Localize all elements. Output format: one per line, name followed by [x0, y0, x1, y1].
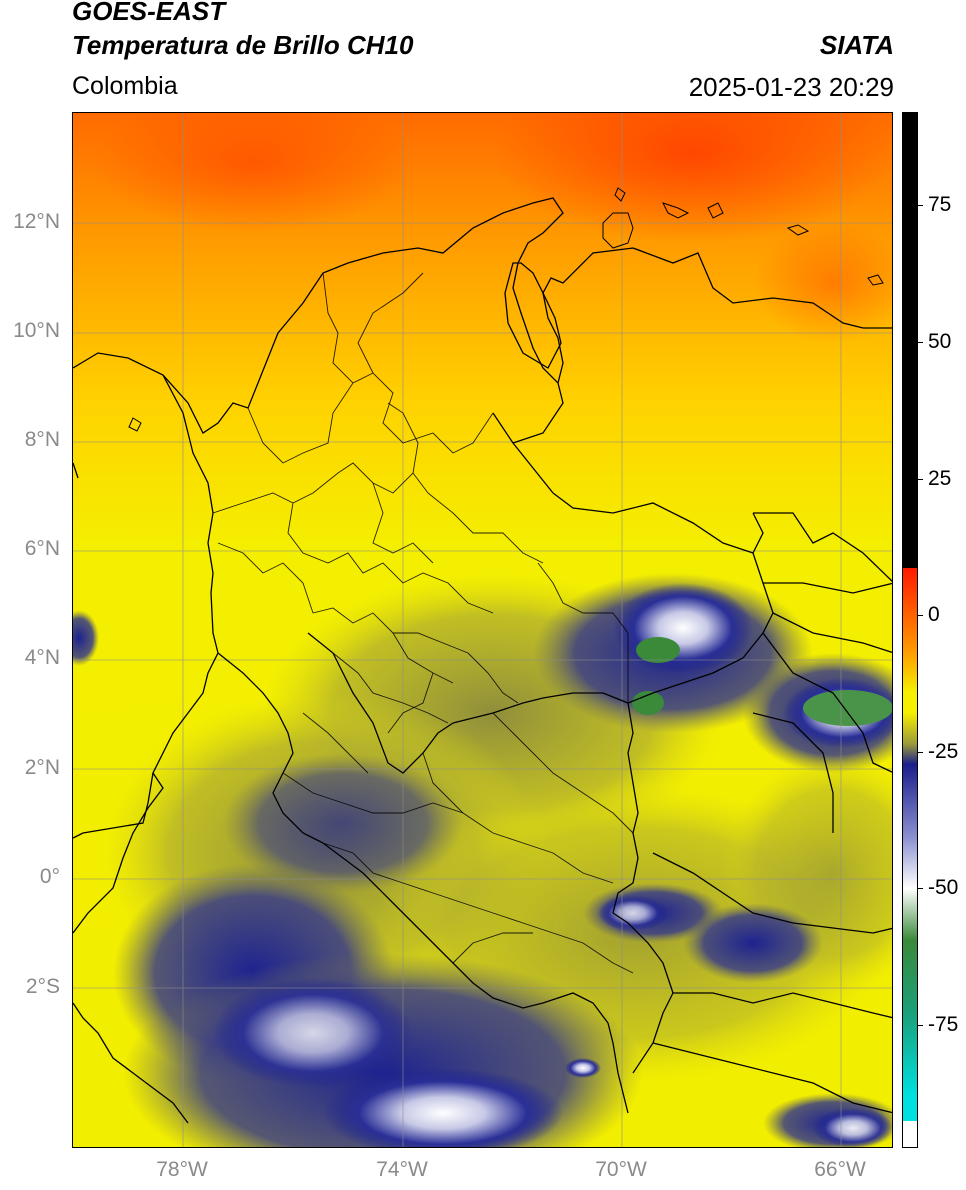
colorbar-tick [918, 205, 923, 206]
lat-label-6n: 6°N [24, 537, 60, 560]
lon-label-66w: 66°W [814, 1158, 866, 1181]
colorbar-tick [918, 888, 923, 889]
lat-label-12n: 12°N [13, 210, 60, 233]
lat-label-8n: 8°N [24, 428, 60, 451]
colorbar-label-50: 50 [928, 330, 952, 353]
colorbar-label-minus75: -75 [928, 1013, 959, 1036]
lon-label-74w: 74°W [376, 1158, 428, 1181]
colorbar-tick [918, 342, 923, 343]
colorbar-label-0: 0 [928, 603, 940, 626]
colorbar-tick [918, 1025, 923, 1026]
product-title: Temperatura de Brillo CH10 [72, 30, 414, 60]
lat-label-2n: 2°N [24, 756, 60, 779]
agency-label: SIATA [819, 30, 894, 60]
satellite-title: GOES-EAST [72, 0, 226, 26]
borders [73, 197, 892, 1124]
internal-borders [212, 272, 634, 974]
region-label: Colombia [72, 72, 178, 100]
islands [128, 187, 884, 432]
lat-label-10n: 10°N [13, 319, 60, 342]
colorbar-tick [918, 479, 923, 480]
colorbar-tick [918, 752, 923, 753]
lat-label-0: 0° [39, 865, 60, 888]
lat-label-2s: 2°S [25, 975, 60, 998]
map-image [73, 113, 892, 1147]
lat-label-4n: 4°N [24, 646, 60, 669]
colorbar-label-75: 75 [928, 193, 952, 216]
lon-label-70w: 70°W [595, 1158, 647, 1181]
colorbar-label-minus25: -25 [928, 740, 959, 763]
temperature-colorbar [902, 112, 918, 1148]
colorbar-label-minus50: -50 [928, 876, 959, 899]
colorbar-label-25: 25 [928, 467, 952, 490]
datetime-label: 2025-01-23 20:29 [688, 72, 894, 102]
satellite-map [72, 112, 893, 1148]
colorbar-tick [918, 615, 923, 616]
lon-label-78w: 78°W [156, 1158, 208, 1181]
